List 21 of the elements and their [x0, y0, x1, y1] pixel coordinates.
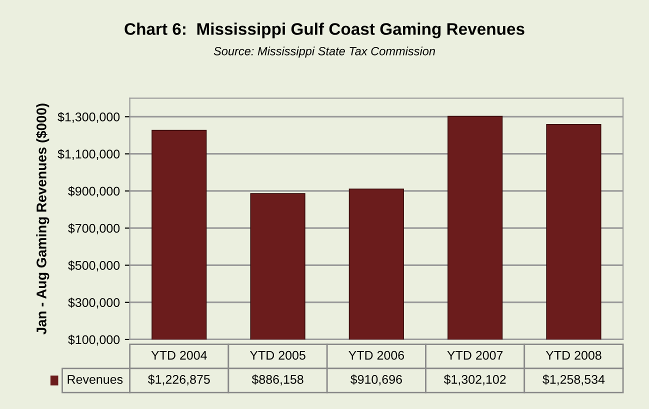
y-tick-label: $1,100,000: [58, 149, 120, 160]
y-tick-label: $900,000: [68, 186, 120, 198]
data-label: $886,158: [252, 374, 304, 386]
data-label: $1,258,534: [542, 374, 605, 386]
legend-label: Revenues: [68, 375, 123, 384]
y-tick-label: $100,000: [68, 334, 120, 346]
y-tick-label: $700,000: [68, 223, 120, 234]
y-tick-label: $300,000: [68, 298, 120, 308]
y-tick-label: $500,000: [68, 260, 120, 272]
data-label: $910,696: [350, 374, 402, 386]
x-tick-label: YTD 2006: [348, 350, 404, 360]
chart-subtitle: Source: Mississippi State Tax Commission: [214, 46, 435, 58]
x-tick-label: YTD 2005: [250, 350, 306, 360]
data-label: $1,302,102: [444, 374, 506, 386]
x-tick-label: YTD 2008: [546, 350, 602, 360]
y-axis-title: Jan - Aug Gaming Revenues ($000): [36, 104, 50, 334]
x-tick-label: YTD 2007: [447, 350, 503, 360]
chart-title: Chart 6: Mississippi Gulf Coast Gaming Revenues: [124, 22, 524, 38]
x-tick-label: YTD 2004: [151, 350, 207, 360]
y-tick-label: $1,300,000: [58, 112, 120, 123]
data-label: $1,226,875: [148, 374, 210, 386]
